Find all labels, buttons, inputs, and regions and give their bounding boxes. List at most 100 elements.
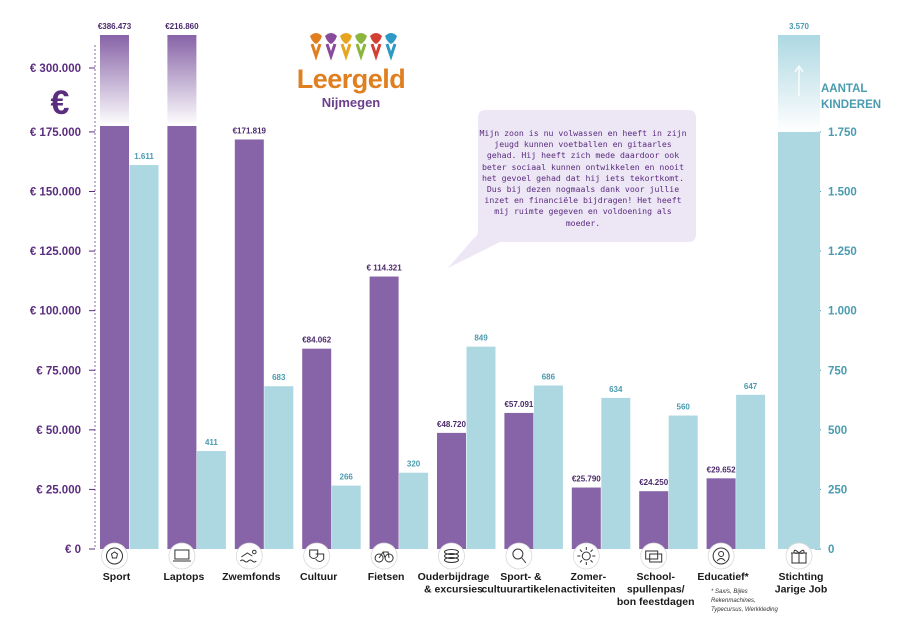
- icon-circle: [101, 542, 128, 570]
- amount-bar-break: [100, 35, 129, 126]
- icon-circle: [640, 542, 668, 570]
- category-label: Sport- &: [500, 571, 542, 583]
- children-label: 683: [272, 373, 286, 382]
- theater-masks-icon: [309, 549, 325, 562]
- children-bar: [264, 386, 294, 549]
- left-tick-label: € 50.000: [36, 425, 81, 437]
- children-label: 3.570: [789, 22, 810, 31]
- left-tick-label: € 175.000: [30, 127, 81, 139]
- logo-figure: [355, 33, 367, 44]
- amount-label: €171.819: [233, 126, 267, 135]
- left-tick-label: € 300.000: [30, 63, 81, 75]
- children-bar: [466, 346, 496, 549]
- footnote: Typecursus, Werkkleding: [711, 607, 778, 613]
- amount-bar: [302, 348, 332, 549]
- children-bar: [129, 165, 159, 550]
- children-bar: [668, 415, 698, 549]
- icon-circle: [303, 542, 331, 570]
- education-icon: [712, 547, 730, 565]
- children-label: 266: [340, 473, 354, 482]
- logo-figure-body: [385, 43, 397, 61]
- category-label: Zwemfonds: [222, 571, 280, 583]
- amount-label: €386.473: [98, 22, 132, 31]
- logo-figure: [340, 33, 352, 44]
- children-bar: [778, 131, 820, 549]
- logo-figure-body: [325, 43, 337, 61]
- amount-label: €24.250: [639, 478, 668, 487]
- amount-label: € 114.321: [367, 264, 403, 273]
- icon-circle: [505, 542, 533, 570]
- laptop-icon: [172, 549, 191, 562]
- left-tick-label: € 0: [65, 544, 81, 556]
- football-icon: [106, 547, 123, 565]
- amount-bar: [437, 432, 466, 549]
- left-tick-label: € 150.000: [30, 187, 81, 199]
- right-tick-label: 1.250: [828, 246, 857, 258]
- category-label: Educatief*: [697, 571, 749, 583]
- category-label: Ouderbijdrage: [418, 571, 490, 583]
- children-label: 320: [407, 460, 421, 469]
- left-tick-label: € 25.000: [36, 484, 81, 496]
- category-label: Zomer-: [571, 571, 607, 583]
- gift-icon: [791, 549, 807, 564]
- speech-bubble: [448, 110, 696, 268]
- logo-figure-body: [355, 43, 367, 61]
- category-label: Jarige Job: [775, 584, 828, 596]
- logo-figures-icon: [310, 33, 397, 61]
- footnote: Rekenmachines,: [711, 598, 756, 604]
- children-label: 686: [542, 373, 556, 382]
- amount-bar: [639, 491, 669, 549]
- amount-bar: [167, 125, 197, 550]
- right-axis-label: AANTAL: [821, 83, 867, 95]
- right-tick-label: 1.000: [828, 306, 857, 318]
- category-label: & excursies: [424, 584, 483, 596]
- left-tick-label: € 100.000: [30, 306, 81, 318]
- children-bar: [601, 397, 631, 549]
- footnote: * Sax/s, Bijles: [711, 589, 748, 595]
- logo-figure: [310, 33, 322, 44]
- children-label: 1.611: [134, 152, 154, 161]
- leergeld-logo: Leergeld Nijmegen: [296, 26, 406, 112]
- testimonial-quote: Mijn zoon is nu volwassen en heeft in zi…: [479, 128, 687, 228]
- right-tick-label: 500: [828, 425, 847, 437]
- right-tick-label: 750: [828, 365, 847, 377]
- right-tick-label: 1.750: [828, 127, 857, 139]
- magnifier-icon: [512, 548, 527, 564]
- left-tick-label: € 75.000: [36, 365, 81, 377]
- logo-figure: [325, 33, 337, 44]
- logo-name: Leergeld: [296, 64, 406, 94]
- children-bar: [736, 394, 766, 549]
- children-label: 411: [205, 438, 218, 447]
- icon-circle: [572, 542, 600, 570]
- euro-symbol: €: [51, 84, 70, 122]
- cards-icon: [645, 550, 663, 563]
- children-bar: [196, 451, 226, 549]
- amount-label: €57.091: [504, 400, 533, 409]
- logo-figure-body: [340, 43, 352, 61]
- children-bar: [533, 385, 563, 549]
- amount-bar: [571, 487, 601, 549]
- icon-circle: [168, 542, 196, 570]
- amount-bar: [100, 125, 129, 550]
- logo-figure: [370, 33, 382, 44]
- category-label: Laptops: [163, 571, 204, 583]
- category-label: Fietsen: [368, 571, 405, 583]
- right-axis-label: KINDEREN: [821, 99, 881, 111]
- amount-label: €216.860: [165, 22, 199, 31]
- logo-figure-body: [310, 43, 322, 61]
- children-label: 647: [744, 382, 758, 391]
- logo-city: Nijmegen: [321, 95, 381, 110]
- children-label: 849: [474, 334, 488, 343]
- category-label: bon feestdagen: [617, 596, 695, 608]
- amount-bar: [706, 478, 736, 549]
- amount-bar-break: [167, 35, 197, 126]
- category-label: activiteiten: [561, 584, 616, 596]
- icon-circle: [438, 542, 465, 570]
- right-tick-label: 250: [828, 484, 847, 496]
- logo-figure: [385, 33, 397, 44]
- category-label: spullenpas/: [627, 584, 685, 596]
- swimmer-icon: [239, 549, 257, 563]
- category-label: cultuurartikelen: [482, 584, 561, 596]
